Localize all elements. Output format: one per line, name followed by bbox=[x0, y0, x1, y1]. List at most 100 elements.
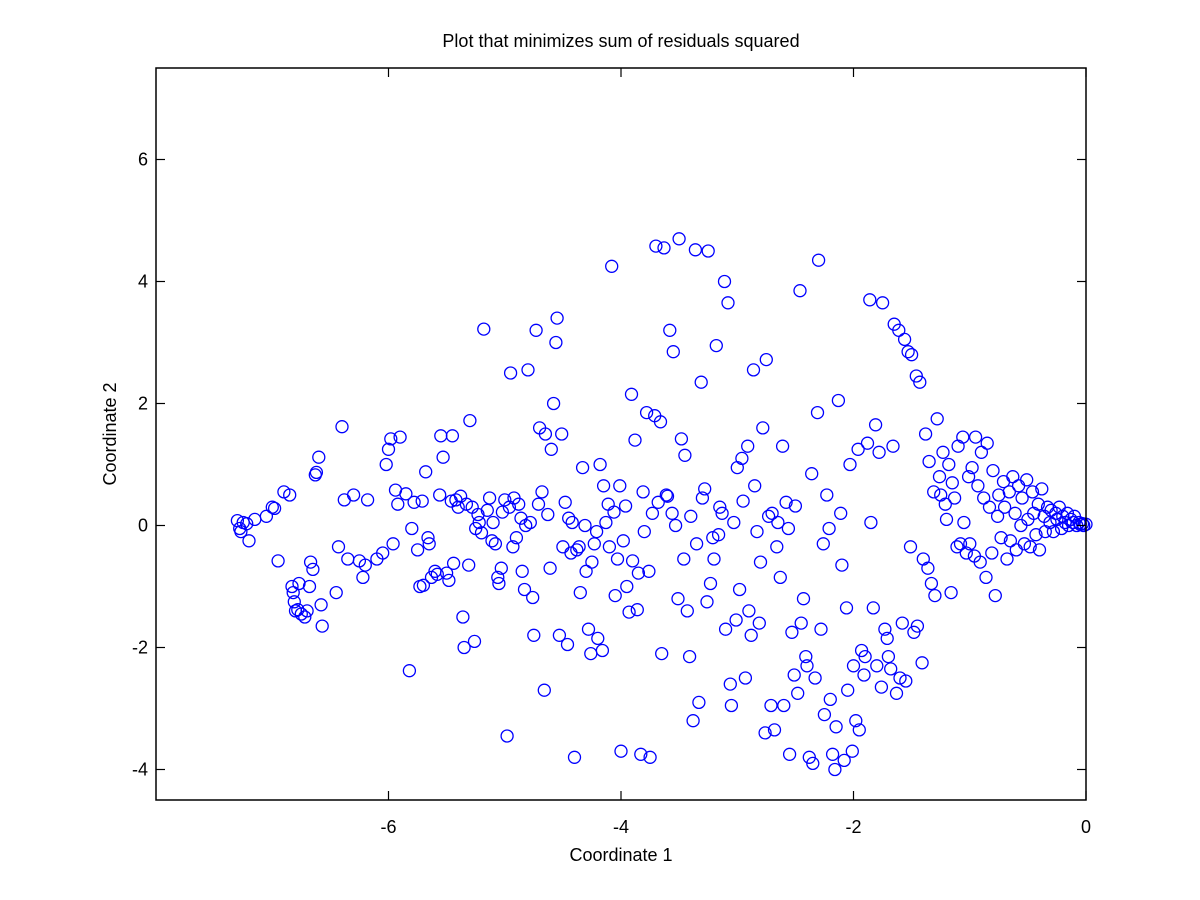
data-point bbox=[552, 628, 567, 642]
data-point bbox=[950, 540, 964, 554]
data-point bbox=[610, 552, 625, 566]
data-point bbox=[805, 467, 819, 481]
data-point bbox=[596, 479, 611, 493]
data-point bbox=[649, 239, 663, 253]
data-point bbox=[575, 460, 590, 475]
data-point bbox=[433, 488, 447, 502]
data-point bbox=[816, 537, 830, 551]
data-point bbox=[446, 556, 461, 570]
data-point bbox=[771, 515, 785, 530]
data-point bbox=[543, 561, 557, 575]
data-point bbox=[709, 338, 723, 353]
data-point bbox=[735, 451, 749, 466]
data-point bbox=[653, 415, 668, 429]
data-point bbox=[537, 683, 551, 697]
data-point bbox=[265, 500, 279, 514]
data-point bbox=[689, 537, 704, 551]
data-point bbox=[631, 566, 646, 580]
data-point bbox=[573, 585, 587, 600]
data-point bbox=[936, 445, 950, 459]
axis-ticks: -6 -4 -2 0 -4 -2 0 2 4 6 bbox=[132, 68, 1091, 837]
data-point bbox=[565, 515, 579, 530]
data-point bbox=[672, 232, 686, 246]
data-point bbox=[718, 622, 733, 636]
data-point bbox=[782, 747, 797, 761]
y-axis-label: Coordinate 2 bbox=[100, 382, 120, 485]
data-point bbox=[630, 603, 644, 617]
data-point bbox=[315, 619, 329, 633]
data-point bbox=[684, 509, 698, 523]
data-point bbox=[625, 554, 640, 568]
data-point bbox=[851, 442, 865, 456]
data-point bbox=[439, 566, 454, 580]
data-point bbox=[979, 570, 993, 585]
data-point bbox=[399, 487, 413, 501]
data-point bbox=[410, 543, 425, 557]
data-point bbox=[416, 578, 431, 592]
data-point bbox=[928, 588, 942, 603]
data-point bbox=[471, 507, 485, 522]
data-point bbox=[837, 753, 851, 768]
data-point bbox=[506, 540, 520, 554]
data-point bbox=[329, 585, 343, 600]
data-point bbox=[738, 671, 753, 685]
data-point bbox=[724, 698, 739, 713]
data-point bbox=[715, 506, 729, 520]
data-point bbox=[643, 750, 657, 764]
data-point bbox=[868, 418, 883, 432]
data-point bbox=[761, 509, 776, 523]
data-point bbox=[442, 573, 456, 588]
data-point bbox=[595, 643, 610, 658]
data-point bbox=[622, 605, 636, 619]
data-point bbox=[642, 564, 656, 578]
data-point bbox=[688, 243, 703, 257]
data-point bbox=[1000, 552, 1014, 566]
data-point bbox=[775, 439, 790, 453]
data-point bbox=[846, 659, 861, 673]
data-point bbox=[655, 646, 669, 661]
data-point bbox=[870, 659, 884, 673]
data-point bbox=[904, 348, 919, 362]
data-point bbox=[864, 515, 878, 530]
data-point bbox=[634, 747, 648, 761]
data-point bbox=[605, 259, 619, 273]
data-point bbox=[944, 585, 958, 600]
data-point bbox=[956, 430, 970, 444]
data-point bbox=[810, 405, 825, 420]
data-point bbox=[456, 610, 470, 624]
data-point bbox=[799, 649, 813, 664]
data-point bbox=[831, 393, 846, 408]
data-point bbox=[486, 515, 500, 530]
data-point bbox=[692, 695, 706, 710]
data-point bbox=[744, 628, 758, 642]
data-point bbox=[356, 570, 370, 585]
data-point bbox=[707, 552, 721, 566]
data-point bbox=[980, 436, 994, 450]
data-point bbox=[717, 274, 732, 289]
data-point bbox=[472, 515, 486, 530]
data-point bbox=[781, 521, 796, 536]
y-tick-label: 2 bbox=[138, 394, 148, 414]
data-point bbox=[968, 430, 983, 444]
data-point bbox=[666, 345, 680, 359]
data-point bbox=[381, 442, 396, 456]
data-point bbox=[462, 558, 476, 572]
data-point bbox=[686, 714, 700, 728]
data-point bbox=[866, 601, 880, 615]
data-point bbox=[674, 432, 689, 446]
data-point bbox=[660, 489, 675, 503]
data-point bbox=[907, 625, 921, 639]
data-point bbox=[788, 499, 803, 513]
data-point bbox=[436, 450, 450, 464]
data-point bbox=[794, 616, 808, 630]
data-point bbox=[509, 531, 524, 545]
data-point bbox=[405, 521, 419, 536]
data-point bbox=[550, 311, 564, 325]
data-point bbox=[531, 497, 546, 511]
data-point bbox=[677, 552, 691, 566]
data-point bbox=[680, 604, 694, 618]
data-point bbox=[785, 625, 799, 639]
data-point bbox=[1031, 497, 1045, 511]
data-point bbox=[463, 413, 477, 428]
